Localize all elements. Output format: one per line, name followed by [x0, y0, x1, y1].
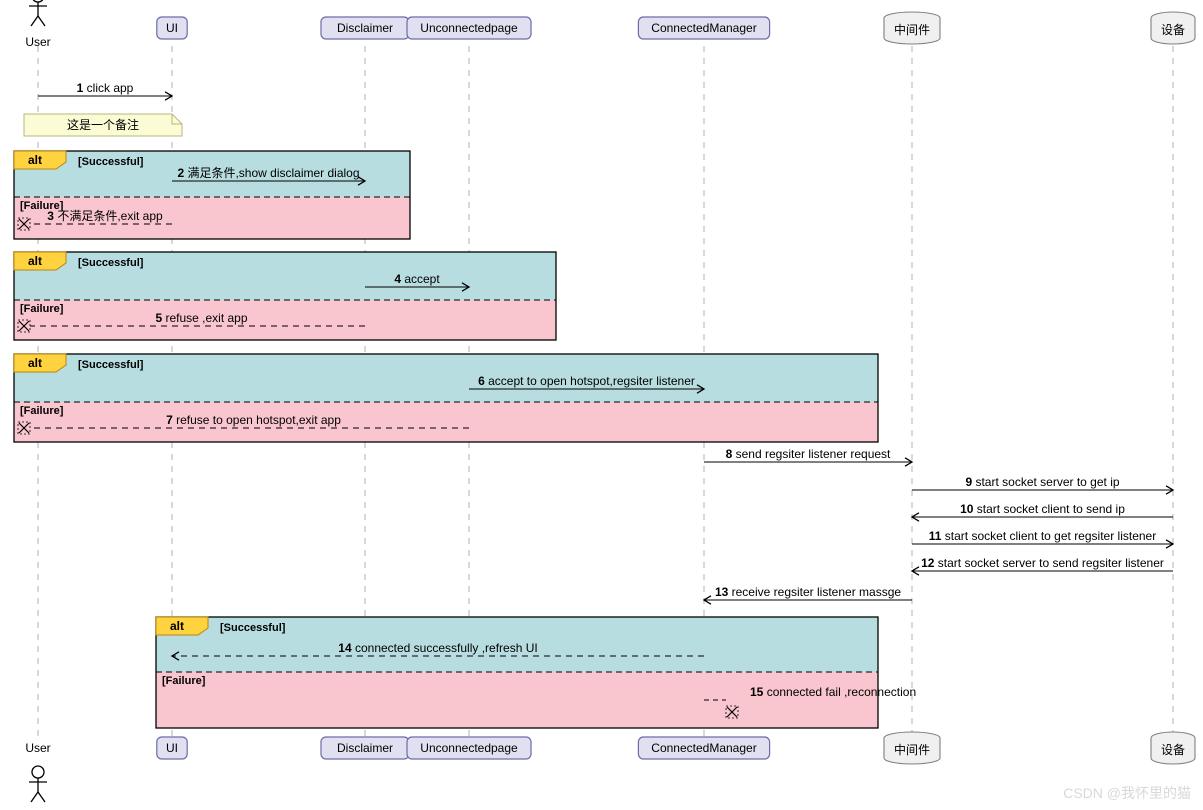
msg-label-9: 9 start socket server to get ip	[965, 475, 1119, 489]
participant-label: UI	[166, 741, 178, 755]
sequence-diagram: [Successful] [Failure] alt [Successful] [Fai…	[0, 0, 1203, 810]
msg-label-6: 6 accept to open hotspot,regsiter listen…	[478, 374, 695, 388]
alt-tab-label-1: alt	[28, 254, 42, 268]
msg-label-5: 5 refuse ,exit app	[155, 311, 247, 325]
note-text: 这是一个备注	[67, 117, 139, 132]
alt-tab-label-2: alt	[28, 356, 42, 370]
participant-label: 中间件	[894, 22, 930, 37]
participant-label: User	[25, 35, 50, 49]
alt-tab-label-0: alt	[28, 153, 42, 167]
participant-label: UI	[166, 21, 178, 35]
participant-label-bottom: User	[25, 741, 50, 755]
msg-label-10: 10 start socket client to send ip	[960, 502, 1125, 516]
participant-label: Disclaimer	[337, 741, 393, 755]
msg-label-4: 4 accept	[394, 272, 440, 286]
msg-label-13: 13 receive regsiter listener massge	[715, 585, 901, 599]
participant-label: 设备	[1161, 743, 1185, 757]
alt-region-2-1	[14, 402, 878, 442]
alt-tab-label-3: alt	[170, 619, 184, 633]
msg-label-7: 7 refuse to open hotspot,exit app	[166, 413, 341, 427]
alt-cond-2-1: [Failure]	[20, 405, 64, 417]
alt-cond-3-0: [Successful]	[220, 622, 286, 634]
msg-label-11: 11 start socket client to get regsiter l…	[929, 529, 1156, 543]
alt-region-1-1	[14, 300, 556, 340]
msg-label-15: 15 connected fail ,reconnection	[750, 685, 916, 699]
alt-cond-3-1: [Failure]	[162, 675, 206, 687]
participant-label: Unconnectedpage	[420, 741, 518, 755]
alt-region-3-1	[156, 672, 878, 728]
alt-region-2-0	[14, 354, 878, 402]
participant-label: Disclaimer	[337, 21, 393, 35]
participant-label: 设备	[1161, 23, 1185, 37]
alt-cond-1-1: [Failure]	[20, 303, 64, 315]
participant-label: ConnectedManager	[651, 21, 756, 35]
msg-label-8: 8 send regsiter listener request	[726, 447, 891, 461]
alt-cond-1-0: [Successful]	[78, 257, 144, 269]
participant-label: ConnectedManager	[651, 741, 756, 755]
participant-label: Unconnectedpage	[420, 21, 518, 35]
msg-label-14: 14 connected successfully ,refresh UI	[338, 641, 537, 655]
watermark: CSDN @我怀里的猫	[1063, 785, 1191, 801]
msg-label-1: 1 click app	[77, 81, 134, 95]
msg-label-2: 2 满足条件,show disclaimer dialog	[177, 166, 359, 180]
msg-label-3: 3 不满足条件,exit app	[47, 209, 163, 223]
alt-cond-0-0: [Successful]	[78, 156, 144, 168]
msg-label-12: 12 start socket server to send regsiter …	[921, 556, 1164, 570]
participant-label: 中间件	[894, 742, 930, 757]
alt-cond-2-0: [Successful]	[78, 359, 144, 371]
